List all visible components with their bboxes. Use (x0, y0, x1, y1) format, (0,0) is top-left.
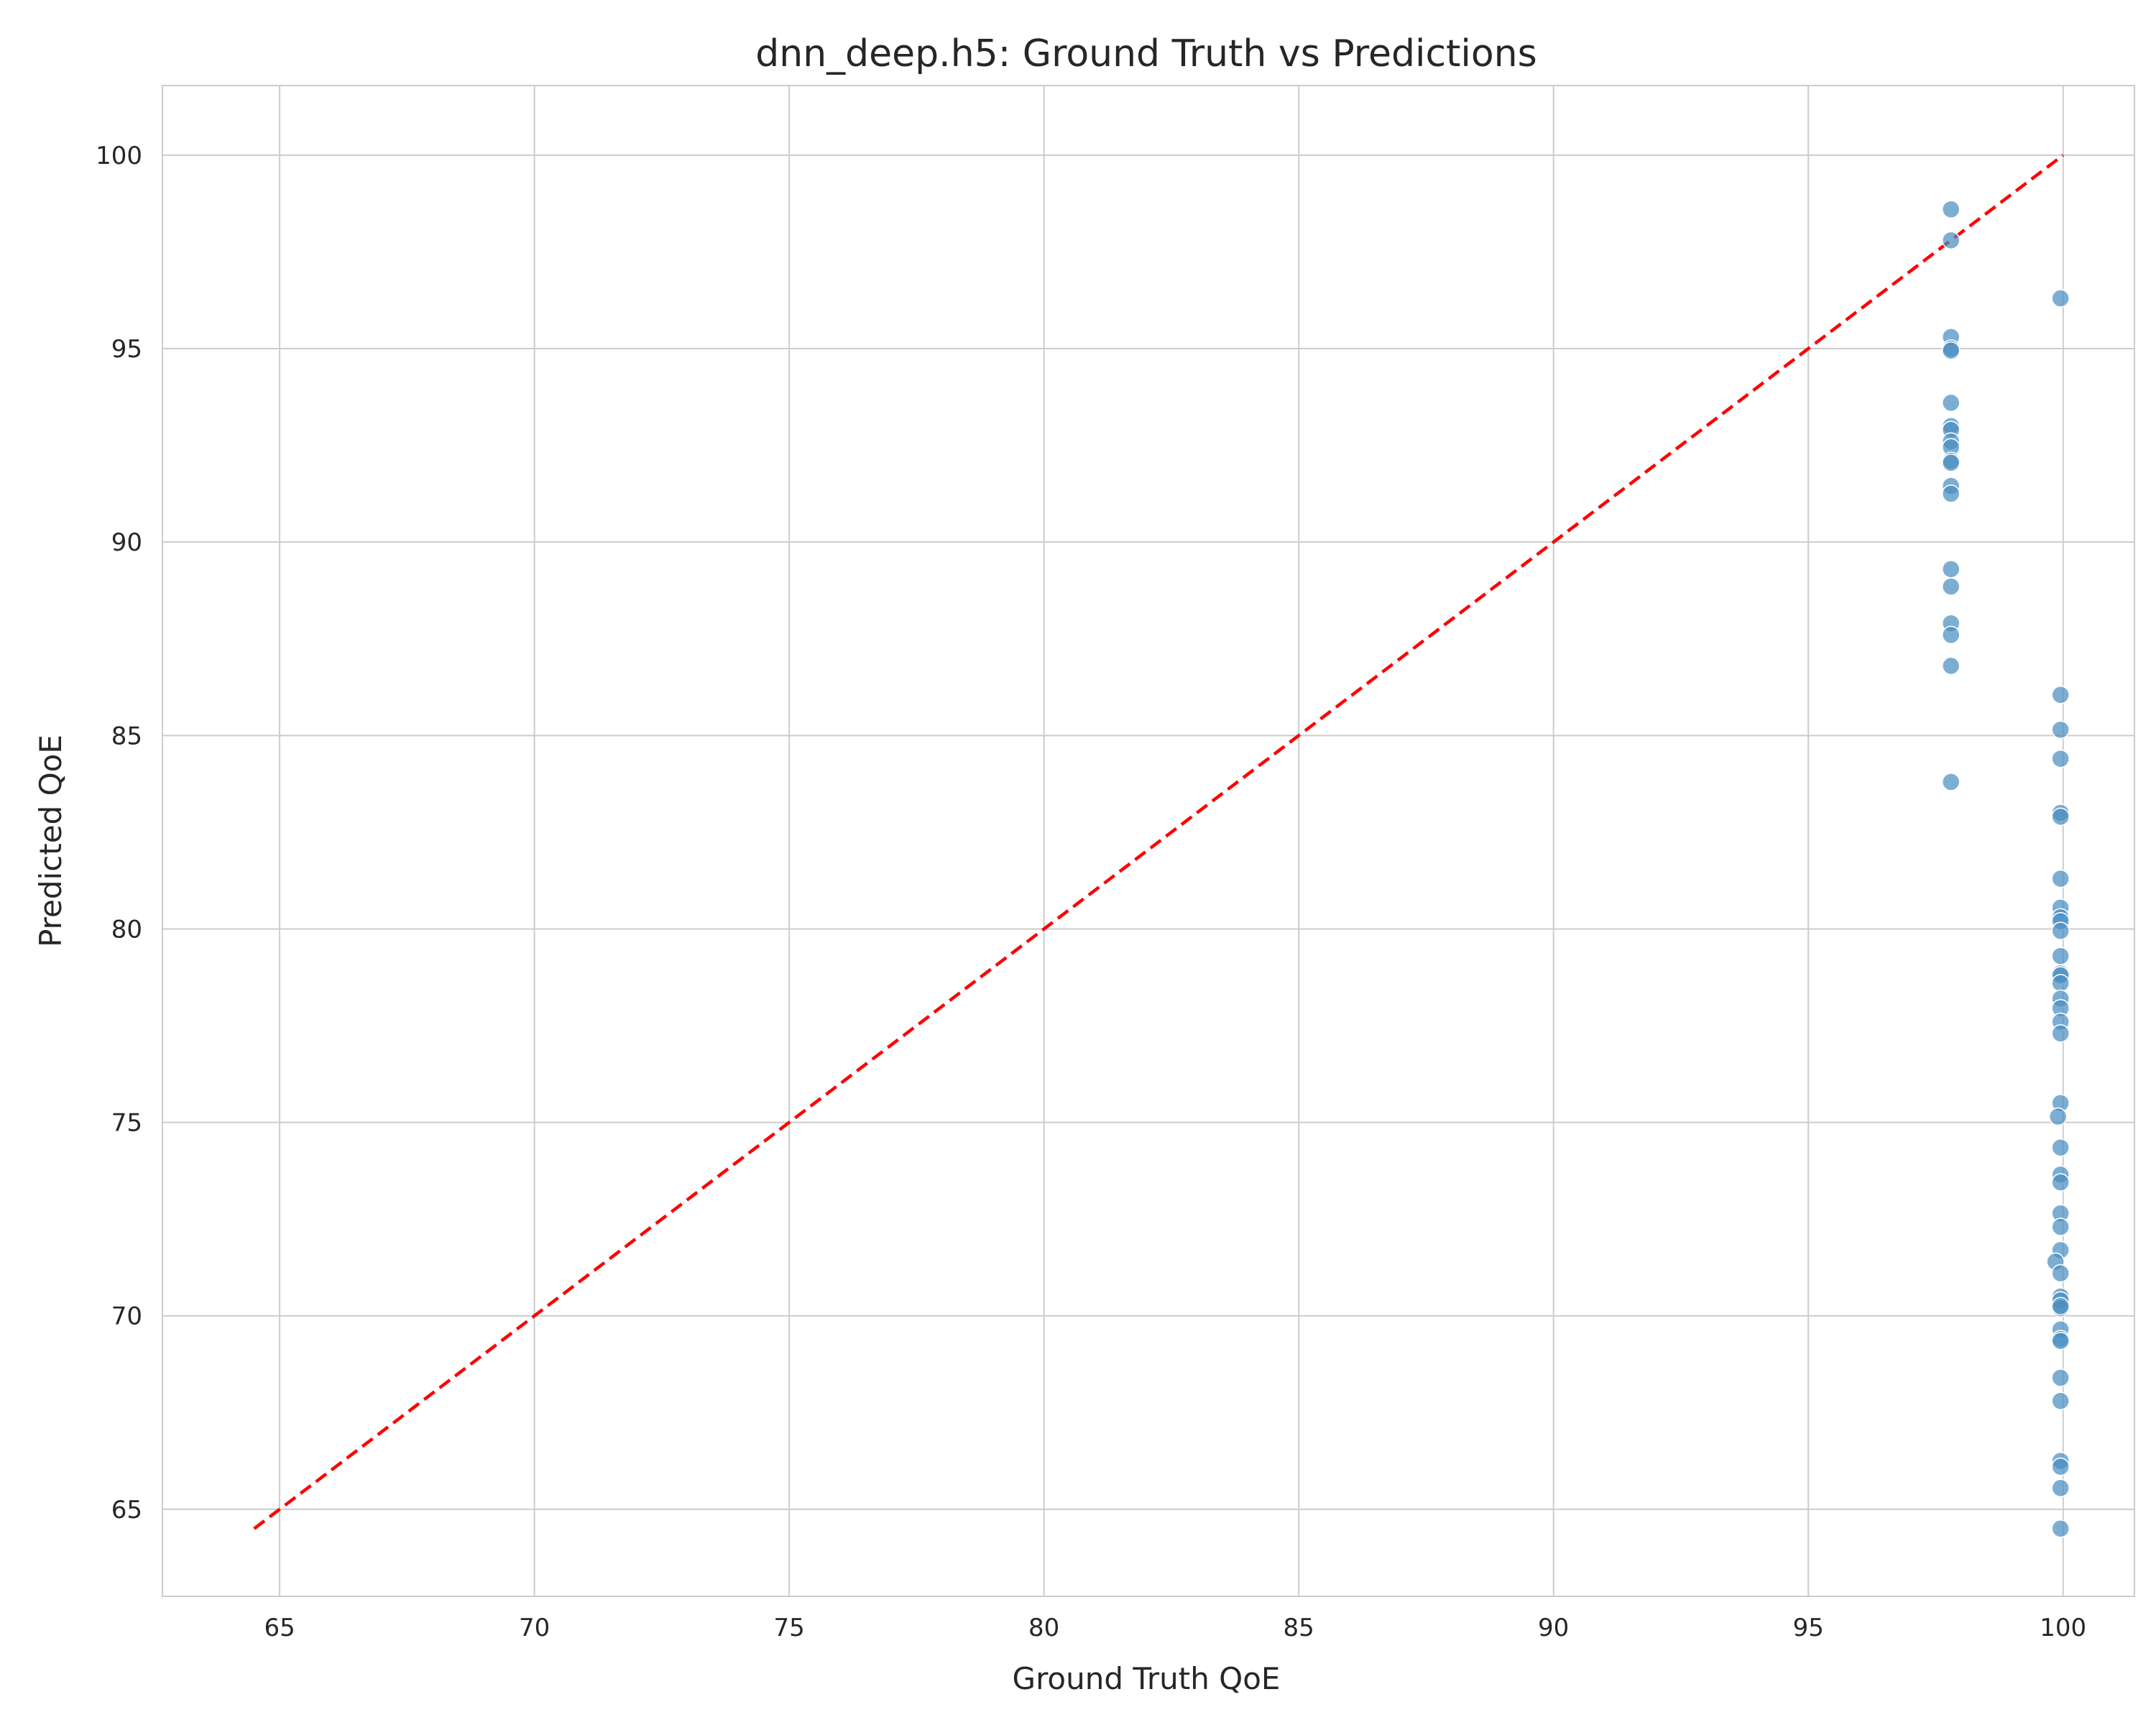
y-tick-label: 90 (111, 528, 142, 557)
scatter-point (2051, 1368, 2070, 1387)
y-tick-label: 100 (96, 142, 142, 170)
scatter-point (2051, 921, 2070, 940)
scatter-point (1941, 625, 1961, 645)
scatter-point (1941, 560, 1961, 579)
scatter-point (2051, 1457, 2070, 1476)
grid-lines (162, 86, 2134, 1596)
scatter-point (2051, 1297, 2070, 1316)
y-tick-label: 75 (111, 1109, 142, 1138)
scatter-point (2051, 1478, 2070, 1498)
scatter-point (2051, 869, 2070, 888)
y-axis-label: Predicted QoE (33, 735, 68, 947)
scatter-point (1941, 393, 1961, 413)
scatter-point (1941, 231, 1961, 250)
scatter-point (1941, 773, 1961, 791)
scatter-point (2051, 1392, 2070, 1410)
scatter-point (2051, 289, 2070, 308)
plot-area-frame (162, 85, 2135, 1597)
scatter-point (2051, 686, 2070, 704)
y-tick-label: 95 (111, 335, 142, 364)
scatter-point (2051, 974, 2070, 993)
x-axis-label: Ground Truth QoE (1013, 1661, 1281, 1696)
scatter-point (1941, 484, 1961, 503)
y-tick-labels: 65 70 75 80 85 90 95 100 (96, 142, 142, 1524)
chart-title: dnn_deep.h5: Ground Truth vs Predictions (755, 32, 1537, 75)
scatter-point (2051, 1024, 2070, 1043)
y-tick-label: 85 (111, 722, 142, 750)
data-points (1941, 200, 2070, 1538)
scatter-point (2051, 807, 2070, 827)
identity-reference-line (253, 154, 2065, 1530)
scatter-point (1941, 341, 1961, 360)
scatter-point (2051, 749, 2070, 768)
scatter-point (2051, 1264, 2070, 1283)
scatter-point (1941, 200, 1961, 219)
x-tick-label: 95 (1793, 1614, 1824, 1642)
scatter-point (2051, 947, 2070, 965)
scatter-point (2051, 1138, 2070, 1157)
x-tick-label: 70 (519, 1614, 550, 1642)
scatter-point (2051, 720, 2070, 739)
scatter-point (1941, 454, 1961, 472)
x-tick-label: 75 (773, 1614, 804, 1642)
scatter-point (2051, 1218, 2070, 1236)
y-tick-label: 70 (111, 1302, 142, 1331)
scatter-point (2051, 1519, 2070, 1538)
x-tick-label: 85 (1284, 1614, 1314, 1642)
x-tick-label: 80 (1028, 1614, 1059, 1642)
y-tick-label: 65 (111, 1496, 142, 1524)
scatter-point (1941, 656, 1961, 676)
scatter-point (2051, 1331, 2070, 1351)
x-tick-label: 100 (2040, 1614, 2086, 1642)
x-tick-labels: 65 70 75 80 85 90 95 100 (264, 1614, 2086, 1642)
scatter-point (2051, 1173, 2070, 1192)
scatter-point (2048, 1107, 2068, 1126)
x-tick-label: 90 (1538, 1614, 1569, 1642)
scatter-point (1941, 577, 1961, 596)
y-tick-label: 80 (111, 915, 142, 944)
x-tick-label: 65 (264, 1614, 295, 1642)
